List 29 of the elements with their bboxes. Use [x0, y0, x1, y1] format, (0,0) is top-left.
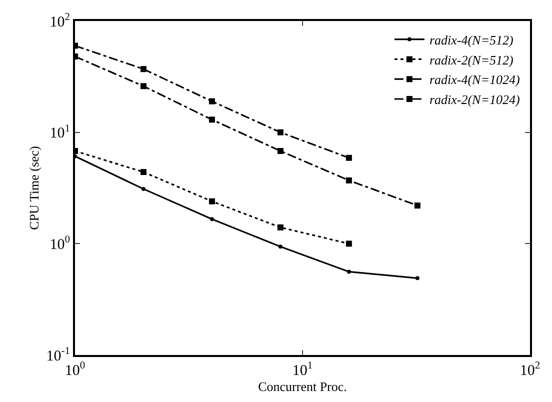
y-tick-label: 10$^{1}$ [50, 123, 70, 142]
point [346, 154, 352, 161]
legend-label: radix-2(N=512) [429, 52, 514, 68]
y-axis-title: CPU Time (sec) [26, 146, 42, 230]
point [346, 270, 351, 274]
point [208, 198, 215, 204]
point [346, 240, 352, 247]
point [278, 244, 282, 249]
point [208, 116, 215, 123]
x-tick-label: 10$^{2}$ [520, 360, 540, 379]
legend-label: radix-2(N=1024) [429, 92, 520, 108]
point [140, 83, 146, 90]
point [277, 148, 284, 154]
x-tick-label: 10$^{1}$ [292, 360, 313, 379]
legend-label: radix-4(N=512) [429, 32, 514, 48]
y-tick-label: 10$^{0}$ [50, 234, 70, 253]
point [140, 169, 146, 176]
point [210, 217, 214, 222]
y-tick-label: 10$^{2}$ [50, 12, 70, 30]
point [141, 186, 146, 191]
point [414, 202, 420, 209]
point [277, 224, 284, 230]
x-axis-title: Concurrent Proc. [258, 379, 347, 394]
point [277, 129, 284, 136]
legend-label: radix-4(N=1024) [429, 72, 520, 88]
point [208, 98, 215, 104]
point [140, 66, 146, 72]
point [346, 177, 352, 184]
point [415, 276, 420, 280]
